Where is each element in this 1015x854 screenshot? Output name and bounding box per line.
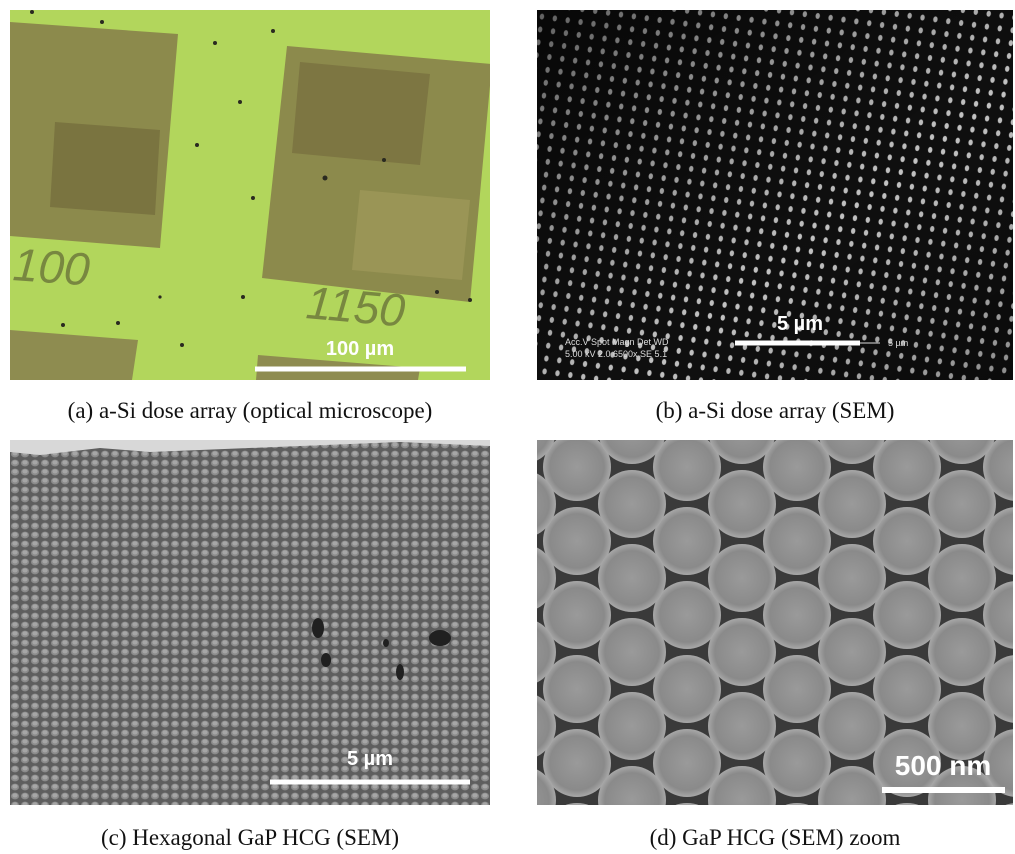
dose-label: 1150 [304, 276, 407, 336]
dose-block [352, 190, 470, 280]
shading [537, 10, 1013, 380]
caption: (a) a-Si dose array (optical microscope) [68, 398, 433, 423]
panel-d: 500 nm [537, 440, 1013, 805]
sem-image [10, 440, 490, 805]
sem-bar-label: 5 µm [888, 338, 908, 348]
panel-b: Acc.V Spot Magn Det WD 5.00 kV 2.0 6500x… [537, 10, 1013, 380]
scale-bar-label: 500 nm [895, 750, 992, 781]
sem-metadata: 5.00 kV 2.0 6500x SE 5.1 [565, 349, 667, 359]
scale-bar-label: 100 µm [326, 338, 394, 360]
dose-block [50, 122, 160, 215]
figure: 100 1150 100 µm (a) a-Si dose array (opt… [0, 0, 1015, 854]
scale-bar-label: 5 µm [777, 313, 823, 335]
caption: (d) GaP HCG (SEM) zoom [650, 825, 901, 850]
scale-bar-label: 5 µm [347, 748, 393, 770]
dose-block [292, 62, 430, 165]
sem-metadata: Acc.V Spot Magn Det WD [565, 337, 669, 347]
dose-label: 100 [11, 238, 92, 295]
panel-a: 100 1150 100 µm [10, 10, 492, 380]
caption: (b) a-Si dose array (SEM) [656, 398, 895, 423]
caption: (c) Hexagonal GaP HCG (SEM) [101, 825, 399, 850]
panel-c: 5 µm [10, 440, 490, 805]
